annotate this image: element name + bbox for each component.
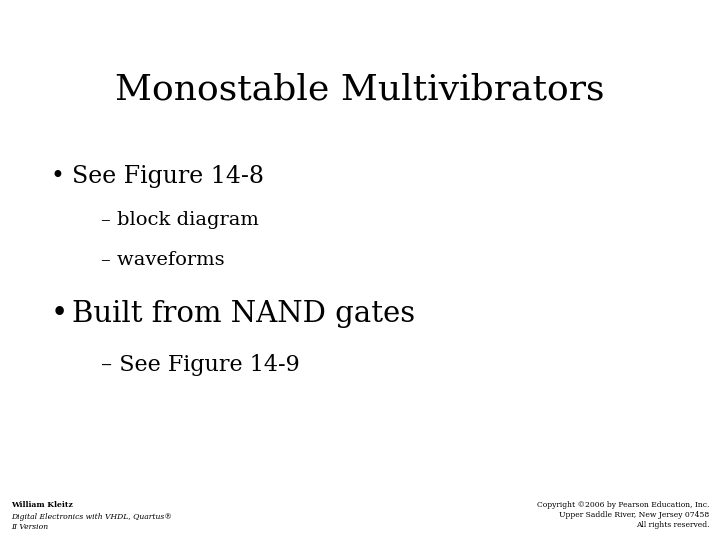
Text: – waveforms: – waveforms (101, 251, 225, 269)
Text: See Figure 14-8: See Figure 14-8 (72, 165, 264, 188)
Text: – See Figure 14-9: – See Figure 14-9 (101, 354, 300, 376)
Text: – block diagram: – block diagram (101, 211, 258, 228)
Text: William Kleitz: William Kleitz (11, 501, 73, 509)
Text: •: • (50, 300, 68, 328)
Text: Copyright ©2006 by Pearson Education, Inc.
Upper Saddle River, New Jersey 07458
: Copyright ©2006 by Pearson Education, In… (537, 501, 709, 529)
Text: •: • (50, 165, 64, 188)
Text: Digital Electronics with VHDL, Quartus®
II Version: Digital Electronics with VHDL, Quartus® … (11, 513, 171, 531)
Text: Monostable Multivibrators: Monostable Multivibrators (115, 73, 605, 107)
Text: Built from NAND gates: Built from NAND gates (72, 300, 415, 328)
